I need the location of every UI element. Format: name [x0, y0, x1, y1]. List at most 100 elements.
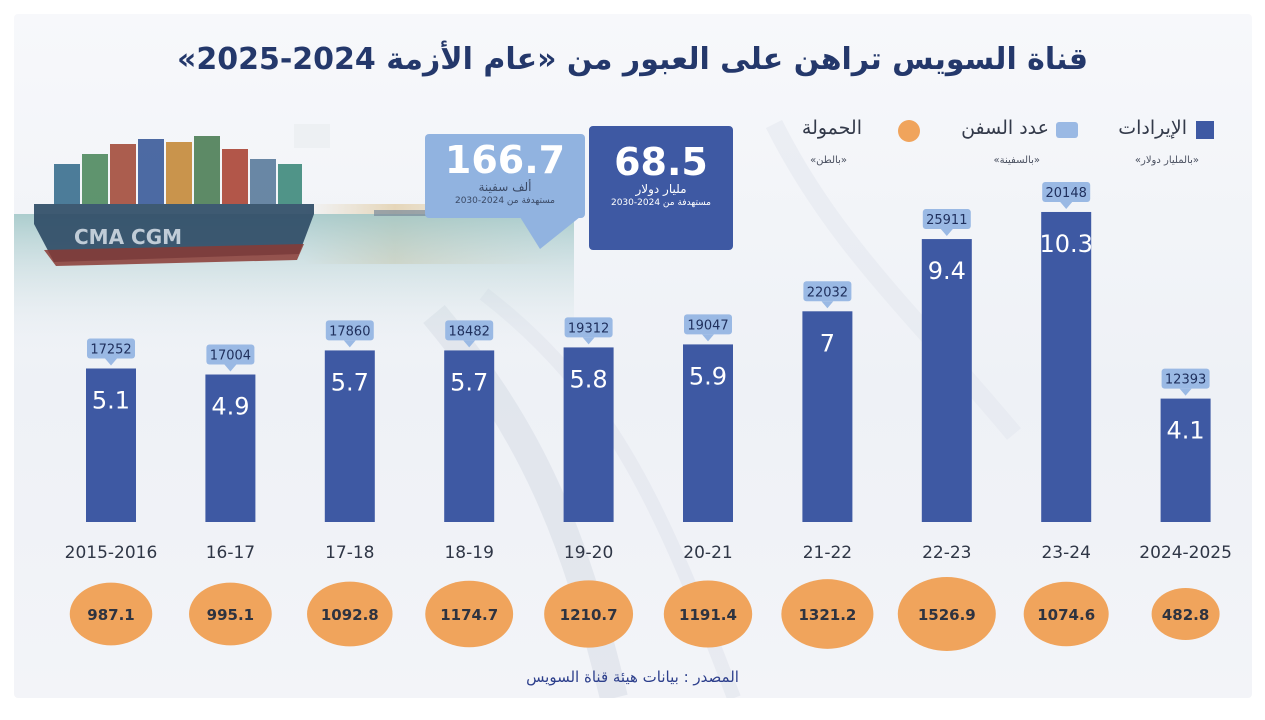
ships-count-bubble-tail: [702, 334, 714, 342]
tonnage-value-label: 1526.9: [918, 606, 976, 624]
revenue-bar: [802, 311, 853, 522]
legend-tonnage-label: الحمولة: [801, 117, 862, 139]
ships-count-bubble: [325, 320, 374, 341]
revenue-bar: [563, 347, 614, 522]
ships-count-label: 17004: [210, 349, 251, 364]
category-tick-label: 22-23: [922, 543, 971, 563]
legend-ships-unit: «بالسفينة»: [993, 155, 1041, 166]
tonnage-value-label: 1191.4: [679, 606, 737, 624]
revenue-bar: [86, 368, 136, 522]
ships-count-bubble: [1042, 181, 1091, 202]
revenue-value-label: 10.3: [1039, 230, 1092, 258]
ships-count-label: 22032: [807, 285, 848, 300]
ships-count-bubble-tail: [940, 229, 953, 237]
tonnage-value-label: 482.8: [1162, 606, 1209, 624]
tonnage-value-label: 1074.6: [1037, 606, 1095, 624]
legend-ships-label: عدد السفن: [961, 117, 1049, 139]
ships-count-bubble: [803, 281, 852, 302]
revenue-target-value: 68.5: [614, 140, 708, 184]
revenue-value-label: 4.9: [211, 393, 249, 421]
category-tick-label: 2024-2025: [1139, 543, 1232, 563]
ships-count-label: 18482: [449, 324, 490, 339]
category-tick-label: 2015-2016: [65, 543, 158, 563]
revenue-value-label: 4.1: [1167, 417, 1205, 445]
ships-count-label: 19312: [568, 321, 609, 336]
category-tick-label: 23-24: [1041, 543, 1090, 563]
ships-target-value: 166.7: [444, 138, 566, 182]
category-tick-label: 16-17: [206, 543, 255, 563]
revenue-value-label: 5.9: [689, 362, 727, 390]
revenue-value-label: 5.8: [570, 365, 608, 393]
ships-count-bubble: [87, 338, 135, 359]
tonnage-value-label: 1321.2: [798, 606, 856, 624]
ships-count-bubble: [206, 344, 255, 365]
revenue-target-callout: 68.5 مليار دولار مستهدفة من 2024-2030: [589, 126, 733, 250]
revenue-bar: [444, 350, 495, 522]
ships-count-bubble-tail: [582, 337, 595, 345]
ships-count-bubble: [922, 209, 971, 230]
ships-count-bubble: [445, 320, 494, 341]
category-tick-label: 20-21: [683, 543, 732, 563]
legend-tonnage-unit: «بالطن»: [810, 155, 847, 166]
ships-count-bubble-tail: [343, 340, 356, 348]
ships-count-bubble: [564, 317, 613, 338]
tonnage-circle: [781, 579, 874, 649]
ships-target-callout: 166.7 ألف سفينة مستهدفة من 2024-2030: [425, 134, 585, 218]
revenue-value-label: 5.1: [92, 386, 130, 414]
ships-count-label: 17860: [329, 324, 370, 339]
revenue-bar: [1041, 211, 1092, 522]
tonnage-circle: [663, 580, 753, 648]
revenue-value-label: 9.4: [928, 257, 966, 285]
tonnage-circle: [544, 580, 634, 648]
ships-count-label: 25911: [926, 213, 967, 228]
tonnage-circle: [425, 580, 514, 648]
ships-count-bubble-tail: [463, 340, 476, 348]
tonnage-circle: [307, 581, 393, 647]
tonnage-value-label: 995.1: [207, 606, 254, 624]
tonnage-circle: [69, 582, 153, 646]
legend-revenue-label: الإيرادات: [1118, 117, 1187, 139]
revenue-target-note: مستهدفة من 2024-2030: [610, 198, 712, 208]
category-tick-label: 17-18: [325, 543, 374, 563]
ships-count-bubble-tail: [821, 301, 834, 309]
revenue-bar: [683, 344, 733, 522]
ships-target-pointer: [520, 217, 580, 249]
ships-count-bubble-tail: [1060, 201, 1073, 209]
ships-count-label: 12393: [1165, 373, 1206, 388]
ships-target-unit: ألف سفينة: [478, 180, 532, 194]
ships-count-label: 19047: [687, 318, 728, 333]
tonnage-circle: [189, 582, 272, 646]
ships-count-bubble-tail: [105, 358, 117, 366]
legend-revenue-unit: «بالمليار دولار»: [1134, 155, 1199, 166]
ships-count-bubble: [1161, 368, 1210, 389]
revenue-value-label: 7: [820, 329, 835, 357]
source-note: المصدر : بيانات هيئة قناة السويس: [526, 668, 739, 686]
ships-target-note: مستهدفة من 2024-2030: [454, 196, 556, 206]
tonnage-value-label: 1092.8: [321, 606, 379, 624]
revenue-bar: [205, 374, 256, 522]
tonnage-circle: [1023, 581, 1109, 647]
category-tick-label: 21-22: [803, 543, 852, 563]
revenue-bar: [921, 239, 972, 522]
ships-count-label: 20148: [1046, 186, 1087, 201]
ships-count-bubble: [684, 314, 732, 335]
ships-count-label: 17252: [90, 342, 131, 357]
revenue-bar: [1160, 398, 1211, 522]
legend-tonnage-swatch: [898, 120, 920, 142]
category-tick-label: 19-20: [564, 543, 613, 563]
tonnage-value-label: 987.1: [87, 606, 134, 624]
legend-revenue-swatch: [1196, 121, 1214, 139]
revenue-value-label: 5.7: [331, 368, 369, 396]
tonnage-circle: [1151, 588, 1220, 640]
tonnage-value-label: 1174.7: [440, 606, 498, 624]
revenue-value-label: 5.7: [450, 368, 488, 396]
tonnage-value-label: 1210.7: [560, 606, 618, 624]
revenue-target-unit: مليار دولار: [635, 182, 687, 196]
category-tick-label: 18-19: [444, 543, 493, 563]
page-title: قناة السويس تراهن على العبور من «عام الأ…: [176, 42, 1089, 77]
ships-count-bubble-tail: [224, 364, 237, 372]
revenue-bar: [324, 350, 375, 522]
tonnage-circle: [897, 577, 996, 651]
